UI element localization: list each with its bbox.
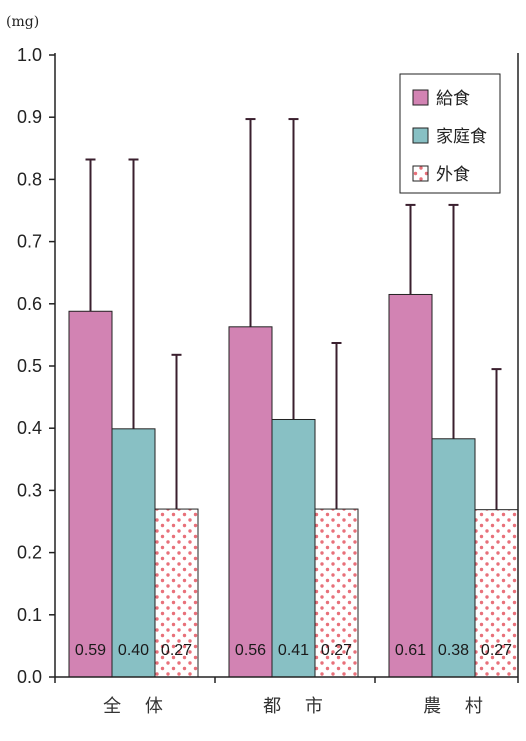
bar-kyushoku-2 [388,293,433,678]
data-label-kyushoku-0: 0.59 [75,642,106,659]
y-tick-label: 0.9 [17,107,42,127]
y-tick-label: 0.8 [17,169,42,189]
error-bars-layer [85,118,502,510]
bar-kateishoku-2 [431,438,476,678]
y-tick-label: 0.3 [17,480,42,500]
legend-label-kateishoku: 家庭食 [436,127,487,147]
legend-label-kyushoku: 給食 [436,89,470,109]
y-ticks-layer: 0.0 0.1 0.2 0.3 0.4 0.5 0.6 0.7 0.8 0.9 1.0 [17,45,55,687]
x-category-label: 全 体 [103,696,172,717]
y-tick-label: 0.4 [17,418,42,438]
y-tick-label: 0.5 [17,356,42,376]
data-label-gaishoku-2: 0.27 [481,642,512,659]
data-label-gaishoku-1: 0.27 [321,642,352,659]
y-tick-label: 0.7 [17,232,42,252]
legend: 給食 家庭食 外食 [399,73,501,194]
y-tick-label: 0.1 [17,605,42,625]
data-label-gaishoku-0: 0.27 [161,642,192,659]
x-categories-layer: 全 体都 市農 村 [54,677,519,717]
bars-layer [68,293,519,678]
data-label-kateishoku-0: 0.40 [118,642,149,659]
x-category-label: 都 市 [263,696,332,717]
legend-swatch-kyushoku [412,89,429,106]
bar-kyushoku-0 [68,310,113,678]
data-labels-layer: 0.59 0.40 0.27 0.56 0.41 0.27 0.61 0.38 0.27 [75,642,512,659]
bar-kyushoku-1 [228,326,273,678]
y-tick-label: 0.2 [17,543,42,563]
y-tick-label: 1.0 [17,45,42,65]
bar-gaishoku-0 [154,508,199,678]
bar-kateishoku-1 [271,418,316,678]
legend-label-gaishoku: 外食 [436,165,470,185]
bar-gaishoku-1 [314,508,359,678]
bar-kateishoku-0 [111,428,156,678]
y-tick-label: 0.6 [17,294,42,314]
x-category-label: 農 村 [423,696,492,717]
data-label-kateishoku-1: 0.41 [278,642,309,659]
y-tick-label: 0.0 [17,667,42,687]
data-label-kyushoku-2: 0.61 [395,642,426,659]
legend-swatch-kateishoku [412,127,429,144]
data-label-kateishoku-2: 0.38 [438,642,469,659]
legend-swatch-gaishoku [412,165,429,182]
y-unit-label: (mg) [6,14,39,30]
data-label-kyushoku-1: 0.56 [235,642,266,659]
